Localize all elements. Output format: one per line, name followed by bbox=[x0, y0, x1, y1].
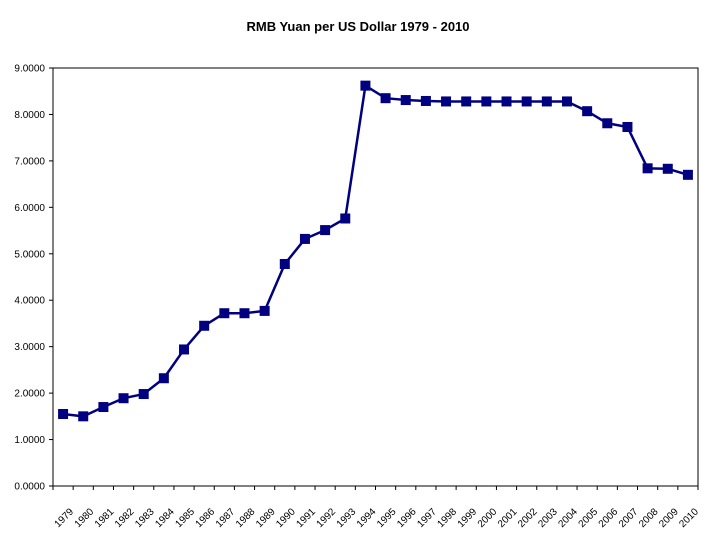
data-point-1993 bbox=[340, 213, 351, 224]
x-tick-label: 1980 bbox=[73, 506, 97, 530]
x-tick-label: 1992 bbox=[315, 506, 339, 530]
data-point-1983 bbox=[138, 389, 149, 400]
x-tick-label: 1989 bbox=[254, 506, 278, 530]
data-point-1984 bbox=[158, 373, 169, 384]
data-point-1996 bbox=[400, 95, 411, 106]
plot-area bbox=[52, 67, 699, 487]
x-tick-label: 2010 bbox=[677, 506, 701, 530]
data-point-1990 bbox=[279, 258, 290, 269]
x-tick-label: 1982 bbox=[113, 506, 137, 530]
data-point-2003 bbox=[541, 96, 552, 107]
data-point-1991 bbox=[299, 233, 310, 244]
y-tick-label: 1.0000 bbox=[14, 435, 45, 446]
data-point-1988 bbox=[239, 308, 250, 319]
x-tick-label: 2004 bbox=[556, 506, 580, 530]
x-tick-label: 1986 bbox=[194, 506, 218, 530]
x-tick-label: 2007 bbox=[617, 506, 641, 530]
data-point-2007 bbox=[622, 121, 633, 132]
x-tick-label: 1991 bbox=[294, 506, 318, 530]
data-point-2002 bbox=[521, 96, 532, 107]
y-tick-label: 3.0000 bbox=[14, 342, 45, 353]
x-tick-label: 1990 bbox=[274, 506, 298, 530]
y-tick-label: 8.0000 bbox=[14, 110, 45, 121]
x-tick-label: 1988 bbox=[234, 506, 258, 530]
x-tick-label: 1987 bbox=[214, 506, 238, 530]
data-point-1979 bbox=[58, 409, 69, 420]
data-point-1982 bbox=[118, 393, 129, 404]
x-tick-label: 2000 bbox=[476, 506, 500, 530]
x-tick-label: 2005 bbox=[577, 506, 601, 530]
data-point-2001 bbox=[501, 96, 512, 107]
x-tick-label: 2009 bbox=[657, 506, 681, 530]
y-tick-label: 4.0000 bbox=[14, 296, 45, 307]
y-tick-label: 7.0000 bbox=[14, 156, 45, 167]
y-tick-label: 5.0000 bbox=[14, 249, 45, 260]
data-point-1994 bbox=[360, 80, 371, 91]
y-tick-label: 2.0000 bbox=[14, 389, 45, 400]
data-point-2009 bbox=[662, 163, 673, 174]
data-point-1997 bbox=[420, 95, 431, 106]
x-tick-label: 2006 bbox=[597, 506, 621, 530]
x-tick-label: 1997 bbox=[415, 506, 439, 530]
data-point-1987 bbox=[219, 308, 230, 319]
data-point-2000 bbox=[481, 96, 492, 107]
series-layer bbox=[58, 80, 693, 422]
x-axis: 1979198019811982198319841985198619871988… bbox=[52, 486, 701, 530]
data-point-2004 bbox=[561, 96, 572, 107]
x-tick-label: 1984 bbox=[153, 506, 177, 530]
data-point-2008 bbox=[642, 163, 653, 174]
y-tick-label: 6.0000 bbox=[14, 203, 45, 214]
data-point-1981 bbox=[98, 402, 109, 413]
data-point-1995 bbox=[380, 93, 391, 104]
data-point-2006 bbox=[602, 118, 613, 129]
x-tick-label: 1994 bbox=[355, 506, 379, 530]
data-point-2005 bbox=[582, 106, 593, 117]
data-point-2010 bbox=[682, 169, 693, 180]
x-tick-label: 1999 bbox=[456, 506, 480, 530]
data-point-1999 bbox=[461, 96, 472, 107]
x-tick-label: 1985 bbox=[173, 506, 197, 530]
x-tick-label: 2001 bbox=[496, 506, 520, 530]
data-point-1998 bbox=[441, 96, 452, 107]
chart-title: RMB Yuan per US Dollar 1979 - 2010 bbox=[246, 19, 469, 34]
data-point-1985 bbox=[179, 344, 190, 355]
y-axis: 0.0000 1.0000 2.0000 3.0000 4.0000 5.0000 6.00… bbox=[14, 64, 53, 493]
x-tick-label: 1998 bbox=[436, 506, 460, 530]
x-tick-label: 1993 bbox=[335, 506, 359, 530]
y-tick-label: 9.0000 bbox=[14, 64, 45, 75]
x-tick-label: 1979 bbox=[53, 506, 77, 530]
y-tick-label: 0.0000 bbox=[14, 482, 45, 493]
x-tick-label: 2002 bbox=[516, 506, 540, 530]
x-tick-label: 1995 bbox=[375, 506, 399, 530]
data-point-1980 bbox=[78, 411, 89, 422]
x-tick-label: 1983 bbox=[133, 506, 157, 530]
x-tick-label: 2003 bbox=[536, 506, 560, 530]
data-point-1989 bbox=[259, 305, 270, 316]
data-point-1986 bbox=[199, 320, 210, 331]
data-point-1992 bbox=[320, 225, 331, 236]
x-tick-label: 1996 bbox=[395, 506, 419, 530]
x-tick-label: 2008 bbox=[637, 506, 661, 530]
x-tick-label: 1981 bbox=[93, 506, 117, 530]
